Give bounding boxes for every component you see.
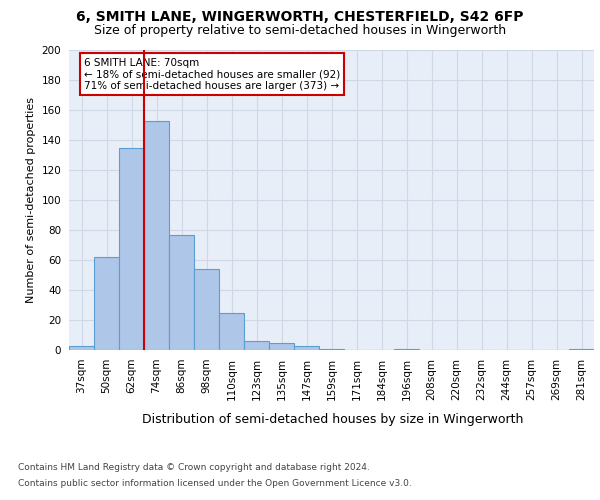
Text: 6, SMITH LANE, WINGERWORTH, CHESTERFIELD, S42 6FP: 6, SMITH LANE, WINGERWORTH, CHESTERFIELD… bbox=[76, 10, 524, 24]
Bar bbox=[219, 312, 244, 350]
Bar bbox=[94, 257, 119, 350]
Bar bbox=[269, 342, 294, 350]
Text: 6 SMITH LANE: 70sqm
← 18% of semi-detached houses are smaller (92)
71% of semi-d: 6 SMITH LANE: 70sqm ← 18% of semi-detach… bbox=[84, 58, 340, 90]
Bar bbox=[144, 120, 169, 350]
Y-axis label: Number of semi-detached properties: Number of semi-detached properties bbox=[26, 97, 36, 303]
Text: Size of property relative to semi-detached houses in Wingerworth: Size of property relative to semi-detach… bbox=[94, 24, 506, 37]
Text: Distribution of semi-detached houses by size in Wingerworth: Distribution of semi-detached houses by … bbox=[142, 412, 524, 426]
Bar bbox=[394, 348, 419, 350]
Bar bbox=[244, 341, 269, 350]
Text: Contains public sector information licensed under the Open Government Licence v3: Contains public sector information licen… bbox=[18, 478, 412, 488]
Bar bbox=[319, 348, 344, 350]
Bar bbox=[69, 346, 94, 350]
Bar bbox=[119, 148, 144, 350]
Bar bbox=[569, 348, 594, 350]
Text: Contains HM Land Registry data © Crown copyright and database right 2024.: Contains HM Land Registry data © Crown c… bbox=[18, 464, 370, 472]
Bar bbox=[194, 269, 219, 350]
Bar bbox=[169, 234, 194, 350]
Bar bbox=[294, 346, 319, 350]
